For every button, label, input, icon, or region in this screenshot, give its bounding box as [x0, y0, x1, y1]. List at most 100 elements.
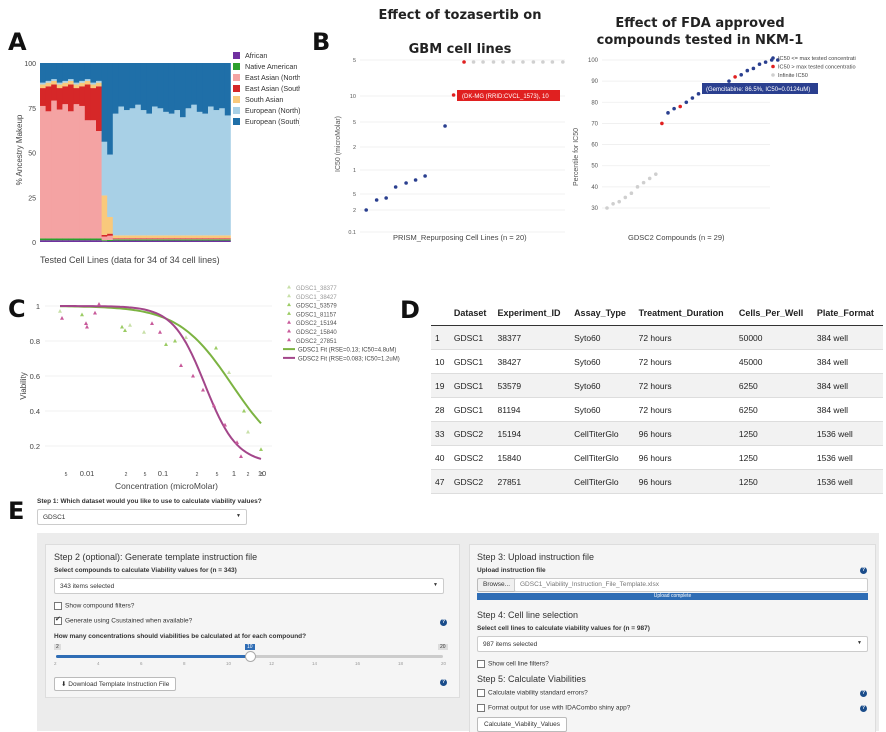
panel-c-point [242, 408, 246, 413]
panel-c-xtick-label: 5 [216, 472, 219, 478]
table-header-cell[interactable]: Plate_Format [812, 300, 883, 326]
upload-label: Upload instruction file [477, 567, 546, 574]
calc-std-errors[interactable]: Calculate viability standard errors? [477, 689, 588, 697]
calculate-button[interactable]: Calculate_Viability_Values [477, 717, 568, 732]
table-header-cell[interactable]: Treatment_Duration [634, 300, 735, 326]
upload-status: Upload complete [653, 593, 692, 599]
panel-a-bar-segment [208, 235, 214, 239]
format-output[interactable]: Format output for use with IDACombo shin… [477, 704, 630, 712]
panel-a-bar-segment [219, 240, 226, 242]
slider-min-badge: 2 [54, 644, 61, 650]
panel-c-legend-label: GDSC1_53579 [296, 304, 337, 310]
panel-a-bar-segment [196, 238, 203, 240]
panel-a-bar-segment [73, 63, 80, 83]
panel-a-bar-segment [163, 63, 170, 112]
slider-tick-label: 4 [97, 661, 100, 666]
table-cell: 384 well [812, 373, 883, 398]
panel-a-bar-segment [146, 239, 153, 241]
format-output-checkbox[interactable] [477, 704, 485, 712]
table-cell: 72 hours [634, 373, 735, 398]
panel-a-bar-segment [101, 141, 108, 196]
panel-b2-point [696, 92, 701, 96]
cell-lines-select[interactable]: 987 items selected ▼ [477, 636, 868, 652]
table-row: 19 GDSC1 53579 Syto60 72 hours 6250 384 well [431, 373, 883, 398]
panel-c-point [179, 363, 183, 367]
panel-a-bar-segment [62, 82, 69, 87]
compounds-select[interactable]: 343 items selected ▼ [54, 578, 444, 594]
table-header-cell[interactable] [431, 300, 450, 326]
panel-a-bar-segment [196, 239, 203, 241]
show-compound-filters-label: Show compound filters? [65, 602, 135, 610]
panel-a-bar-segment [124, 235, 130, 239]
generate-csustained[interactable]: ✔ Generate using Csustained when availabl… [54, 616, 192, 625]
help-icon[interactable]: ? [860, 705, 867, 712]
panel-b2-ytick-label: 40 [591, 185, 598, 191]
calc-std-errors-label: Calculate viability standard errors? [488, 689, 588, 697]
table-header-cell[interactable]: Assay_Type [570, 300, 635, 326]
panel-b2-point [776, 58, 780, 62]
panel-a-bar-segment [191, 239, 198, 241]
panel-a-legend-label: Native American [245, 62, 297, 71]
panel-a-bar-segment [45, 86, 52, 112]
panel-a-bar-segment [96, 240, 102, 242]
panel-a-bar-segment [90, 88, 97, 121]
slider-handle[interactable] [245, 651, 256, 662]
panel-a-bar-segment [224, 235, 231, 239]
show-cell-filters-checkbox[interactable] [477, 660, 485, 668]
panel-a-bar-segment [90, 238, 97, 241]
panel-b1-tooltip-box [457, 90, 560, 101]
panel-c-legend-marker [287, 302, 291, 307]
panel-b1-point [384, 196, 388, 200]
panel-c-legend-label: GDSC2_15194 [296, 321, 337, 327]
panel-a-bar-segment [152, 106, 158, 236]
panel-a-bar-segment [129, 240, 136, 242]
table-cell: GDSC2 [449, 469, 494, 494]
panel-a-bar-segment [56, 82, 63, 85]
panel-a-bar-segment [118, 238, 125, 240]
show-compound-filters[interactable]: Show compound filters? [54, 602, 134, 610]
table-cell: 28 [431, 397, 450, 422]
panel-a-bar-segment [208, 239, 214, 241]
panel-a-bar-segment [79, 238, 86, 241]
table-header-cell[interactable]: Cells_Per_Well [734, 300, 813, 326]
table-header-cell[interactable]: Dataset [449, 300, 494, 326]
panel-a-bar-segment [40, 238, 46, 241]
panel-a-bar-segment [68, 84, 74, 112]
panel-b1-ytick-label: 0.1 [348, 230, 356, 236]
help-icon[interactable]: ? [440, 679, 447, 686]
panel-a-bar-segment [157, 238, 164, 239]
panel-a-legend-swatch [233, 85, 240, 92]
upload-file-name[interactable]: GDSC1_Viability_Instruction_File_Templat… [514, 578, 868, 592]
panel-c-xtick-label: 5 [261, 472, 264, 478]
browse-button[interactable]: Browse... [477, 578, 517, 592]
upload-progress-bar: Upload complete [477, 593, 868, 600]
show-compound-filters-checkbox[interactable] [54, 602, 62, 610]
step1-label: Step 1: Which dataset would you like to … [37, 498, 262, 505]
help-icon[interactable]: ? [860, 567, 867, 574]
help-icon[interactable]: ? [440, 619, 447, 626]
panel-a-bar-segment [213, 235, 220, 239]
dataset-select[interactable]: GDSC1 ▼ [37, 509, 247, 525]
panel-b1-point [393, 185, 398, 189]
table-cell: GDSC2 [449, 445, 494, 470]
calc-std-errors-checkbox[interactable] [477, 689, 485, 697]
panel-a-bar-segment [191, 240, 198, 242]
panel-c-point [212, 403, 216, 408]
help-icon[interactable]: ? [860, 690, 867, 697]
table-header-cell[interactable]: Experiment_ID [493, 300, 571, 326]
table-cell: 45000 [734, 349, 813, 374]
panel-b2-tooltip-box [702, 83, 818, 94]
generate-csustained-checkbox[interactable]: ✔ [54, 616, 62, 625]
table-cell: 1536 well [812, 421, 883, 446]
show-cell-filters[interactable]: Show cell line filters? [477, 660, 549, 668]
panel-b1-ytick-label: 5 [353, 192, 356, 198]
panel-a-bar-segment [202, 240, 209, 242]
panel-a-bar-segment [68, 111, 74, 239]
panel-a-bar-segment [196, 111, 203, 236]
table-cell: CellTiterGlo [570, 469, 635, 494]
download-template-button[interactable]: ⬇ Download Template Instruction File [54, 677, 177, 691]
panel-a-bar-segment [196, 235, 203, 239]
panel-a-bar-segment [45, 63, 52, 81]
panel-b1-point [413, 178, 418, 182]
panel-a-bar-segment [213, 238, 220, 239]
